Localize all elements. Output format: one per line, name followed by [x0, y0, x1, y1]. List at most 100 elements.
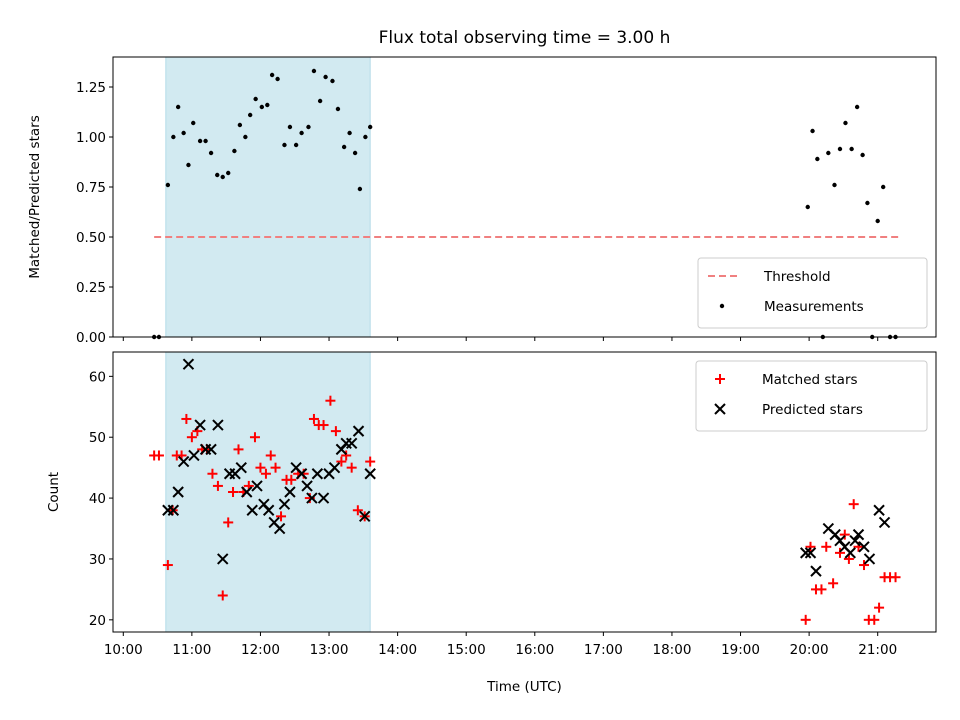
count-point	[863, 553, 876, 565]
ratio-point	[865, 200, 870, 206]
ratio-point	[287, 124, 293, 130]
ratio-point	[347, 130, 352, 136]
ratio-point	[837, 146, 843, 152]
count-point	[810, 565, 822, 577]
ratio-y-tick-label: 1.25	[76, 80, 106, 96]
count-observing-span	[165, 351, 371, 633]
ratio-observing-span	[165, 56, 371, 338]
count-point	[276, 511, 287, 522]
count-point	[352, 425, 365, 437]
ratio-y-tick-label: 0.50	[76, 230, 106, 246]
ratio-point	[253, 96, 258, 102]
ratio-point	[875, 218, 880, 224]
ratio-point	[181, 130, 186, 136]
count-point	[799, 547, 812, 559]
legend-swatch	[715, 374, 725, 384]
ratio-point	[306, 124, 311, 130]
legend-label: Threshold	[763, 269, 831, 285]
count-point	[358, 510, 371, 523]
ratio-point	[265, 102, 270, 108]
count-point	[878, 516, 891, 529]
ratio-point	[186, 162, 191, 168]
count-point	[241, 486, 253, 498]
count-point	[182, 358, 195, 370]
ratio-panel: 0.00 0.25 0.50 0.75 1.00 1.25 Matched/Predicte…	[27, 56, 937, 346]
count-point	[805, 541, 816, 552]
count-point	[228, 487, 239, 497]
count-y-tick-label: 30	[89, 552, 106, 568]
count-point	[874, 602, 885, 613]
count-point	[816, 584, 827, 595]
ratio-point	[275, 76, 280, 82]
count-point	[821, 541, 832, 552]
count-point	[328, 461, 341, 474]
ratio-point	[165, 182, 171, 188]
legend-swatch	[714, 403, 726, 415]
count-point	[265, 450, 276, 461]
ratio-point	[849, 146, 854, 152]
legend-label: Predicted stars	[762, 402, 863, 418]
count-point	[890, 572, 901, 583]
count-point	[873, 504, 885, 516]
legend-label: Measurements	[764, 299, 864, 315]
count-y-tick-label: 20	[89, 613, 106, 629]
count-point	[330, 426, 341, 437]
count-point	[345, 437, 358, 450]
count-point	[341, 450, 352, 461]
count-point	[286, 474, 297, 485]
legend-label: Matched stars	[762, 372, 858, 388]
ratio-legend: Threshold Measurements	[697, 257, 928, 329]
x-tick-label: 19:00	[721, 642, 760, 658]
count-point	[205, 443, 217, 456]
count-point	[249, 432, 260, 443]
count-point	[181, 413, 192, 424]
x-tick-label: 18:00	[653, 642, 692, 658]
count-legend-box	[695, 360, 928, 432]
ratio-point	[220, 174, 225, 180]
count-point	[858, 541, 870, 553]
ratio-y-tick-label: 0.75	[76, 180, 106, 196]
ratio-point	[832, 182, 837, 188]
count-point	[311, 468, 324, 480]
x-tick-label: 21:00	[858, 642, 897, 658]
count-point	[278, 498, 291, 510]
count-point	[153, 450, 164, 461]
x-tick-label: 10:00	[104, 642, 143, 658]
count-point	[800, 614, 811, 625]
count-point	[301, 480, 313, 492]
count-point	[233, 444, 244, 455]
ratio-axes-frame	[112, 56, 937, 338]
x-tick-label: 15:00	[447, 642, 486, 658]
count-point	[188, 449, 200, 462]
count-point	[235, 461, 247, 474]
count-point	[167, 504, 180, 516]
count-point	[217, 553, 229, 565]
ratio-point	[226, 170, 231, 176]
ratio-point	[208, 150, 214, 156]
ratio-y-tick-label: 0.00	[76, 330, 106, 346]
count-point	[177, 455, 190, 468]
count-point	[844, 547, 856, 559]
ratio-point	[352, 150, 358, 156]
ratio-point	[232, 148, 237, 154]
count-point	[270, 462, 281, 473]
x-tick-label: 17:00	[584, 642, 623, 658]
count-point	[346, 462, 357, 473]
count-legend: Matched stars Predicted stars	[695, 360, 928, 432]
count-point	[295, 468, 308, 480]
ratio-y-axis-label: Matched/Predicted stars	[27, 115, 43, 278]
count-point	[212, 480, 223, 491]
ratio-point	[269, 72, 275, 78]
count-y-axis-label: Count	[46, 472, 62, 512]
count-point	[273, 522, 286, 535]
ratio-point	[247, 112, 253, 118]
ratio-point	[293, 142, 299, 148]
count-point	[223, 517, 234, 528]
ratio-point	[323, 74, 328, 80]
ratio-point	[317, 98, 323, 104]
ratio-point	[259, 104, 265, 110]
ratio-point	[282, 142, 287, 148]
count-point	[262, 504, 275, 516]
ratio-point	[197, 138, 203, 144]
